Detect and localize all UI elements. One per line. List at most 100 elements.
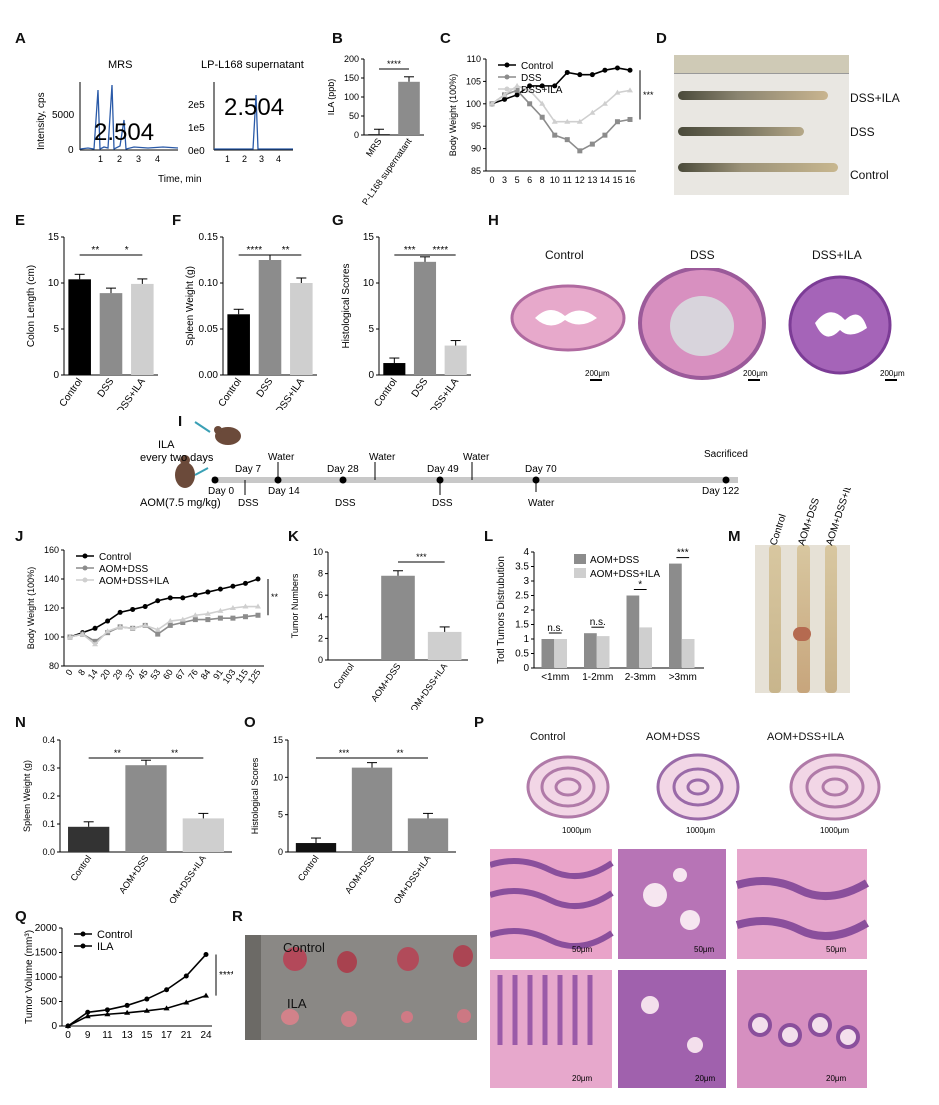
y-tick-label: 2.5 <box>515 591 529 602</box>
y-tick-label: 0.3 <box>42 763 55 773</box>
data-point <box>577 148 583 154</box>
x-tick-label: 76 <box>186 667 200 681</box>
series-line <box>69 614 259 643</box>
panel-a-chromatograms: MRS LP-L168 supernatant Intensity, cps 5… <box>36 59 304 185</box>
x-tick-label: 60 <box>161 667 175 681</box>
data-point <box>217 615 223 621</box>
data-point <box>489 100 495 106</box>
panel-a-left-title: MRS <box>108 59 132 71</box>
bar-aom-dss-ila <box>639 627 652 668</box>
data-point <box>205 589 211 595</box>
y-tick-label: 1500 <box>35 948 58 959</box>
data-point <box>514 92 520 98</box>
timeline-day70: Day 70 <box>525 464 557 475</box>
lumen-dss-ila <box>815 312 867 337</box>
x-tick-label: 37 <box>123 667 137 681</box>
data-point <box>142 622 149 628</box>
bar <box>131 283 154 375</box>
y-tick-label: 8 <box>318 569 323 579</box>
significance-label: ** <box>91 245 99 256</box>
panel-m-labels: Control AOM+DSS AOM+DSS+ILA <box>768 488 856 547</box>
tile-aom-dss-50 <box>618 849 726 959</box>
data-point <box>527 101 533 107</box>
timeline-water-2: Water <box>369 452 396 463</box>
x-tick-label: 16 <box>625 175 635 185</box>
data-point <box>183 999 190 1005</box>
tumor-ila-1 <box>281 1009 299 1025</box>
panel-a-right-xtick-4: 4 <box>276 154 281 164</box>
ruler <box>674 55 849 74</box>
bar <box>182 818 224 852</box>
data-point <box>205 617 211 623</box>
data-point <box>230 615 236 621</box>
data-point <box>167 622 173 628</box>
bar <box>407 818 449 852</box>
timeline-ila: ILA <box>158 439 175 451</box>
colon-aom-dss-ila <box>825 545 837 693</box>
legend-swatch <box>574 568 586 578</box>
legend-marker <box>80 931 86 937</box>
scale-text-control: 200μm <box>585 369 610 378</box>
panel-a-right-xtick-2: 2 <box>242 154 247 164</box>
significance-label: **** <box>219 970 233 981</box>
x-tick-label: 53 <box>148 667 162 681</box>
panel-label-r: R <box>232 908 243 925</box>
legend-marker <box>504 86 510 92</box>
y-tick-label: 0 <box>523 663 529 674</box>
panel-a-left-xtick-2: 2 <box>117 154 122 164</box>
significance-label: n.s. <box>590 617 606 628</box>
significance-label: *** <box>643 90 654 100</box>
data-point <box>92 625 98 631</box>
x-tick-label: 13 <box>587 175 597 185</box>
data-point <box>104 628 111 634</box>
y-tick-label: 0 <box>278 847 283 857</box>
lumen-control <box>535 309 597 326</box>
panel-m-colon-photo <box>755 545 850 693</box>
data-point <box>539 83 545 89</box>
bar-aom-dss <box>584 633 597 668</box>
scale-text-p6: 50μm <box>826 945 847 954</box>
chart-c-body-weight: 85 90 95 100 105 110 Body Weight (100%) 0 3 5 6 8 10… <box>448 54 654 185</box>
legend-marker <box>80 943 86 949</box>
data-point <box>627 116 633 122</box>
panel-m-label-control: Control <box>768 513 788 547</box>
panel-r-label-ila: ILA <box>287 996 307 1011</box>
x-tick-label: 15 <box>141 1030 153 1041</box>
panel-a-right-title: LP-L168 supernatant <box>201 59 304 71</box>
panel-label-c: C <box>440 30 451 47</box>
swiss-roll-control <box>526 755 610 819</box>
data-point <box>539 114 545 120</box>
series-line <box>69 605 258 646</box>
panel-a-left-xtick-4: 4 <box>155 154 160 164</box>
data-point <box>527 83 533 89</box>
chart-j-body-weight: 80 100 120 140 160 Body Weight (100%) 0 8142029… <box>26 545 279 685</box>
legend-marker <box>82 565 88 571</box>
data-point <box>124 1009 131 1015</box>
panel-label-m: M <box>728 528 741 545</box>
bar-aom-dss-ila <box>681 639 695 668</box>
data-point <box>92 641 99 647</box>
panel-m-label-aom-dss: AOM+DSS <box>796 496 822 546</box>
y-tick-label: 10 <box>313 547 323 557</box>
x-tick-label: 14 <box>600 175 610 185</box>
data-point <box>84 1013 91 1019</box>
panel-h-title-dss: DSS <box>690 248 715 262</box>
colon-control <box>769 545 781 693</box>
scale-text-dss-ila: 200μm <box>880 369 905 378</box>
y-tick-label: 0.4 <box>42 735 55 745</box>
x-tick-label: 24 <box>200 1030 212 1041</box>
data-point <box>155 598 161 604</box>
bar <box>227 314 250 375</box>
y-tick-label: 1000 <box>35 972 58 983</box>
x-tick-label: DSS+ILA <box>115 376 148 410</box>
data-point <box>614 119 620 125</box>
y-tick-label: 105 <box>466 76 481 86</box>
x-tick-label: 20 <box>98 667 112 681</box>
tumor-control-1 <box>283 947 307 971</box>
panel-label-d: D <box>656 30 667 47</box>
x-tick-label: 21 <box>181 1030 193 1041</box>
chart-k-tumor-numbers: 0 2 4 6 8 10 Tumor Numbers Control AOM+DSS AOM+DS… <box>290 547 468 710</box>
panel-p-histology: 1000μm 1000μm 1000μm 50μm 50μm 50μm 20μm… <box>490 753 881 1088</box>
bar <box>381 575 415 660</box>
tumor-nodule <box>793 627 811 641</box>
